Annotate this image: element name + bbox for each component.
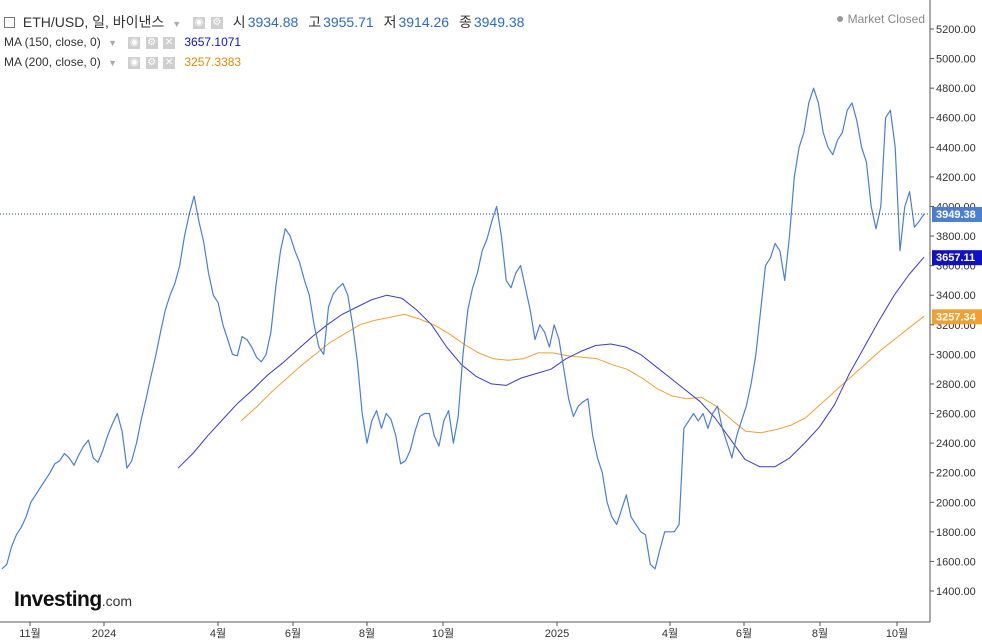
ma200-legend[interactable]: MA (200, close, 0) ▼ ◉ ⚙ ✕ 3257.3383 [4, 55, 241, 69]
y-tick-label: 1800.00 [936, 527, 976, 539]
y-tick-label: 5000.00 [936, 54, 976, 66]
close-price-tag: 3949.38 [932, 206, 982, 222]
ma150-label[interactable]: MA (150, close, 0) [4, 35, 101, 49]
ma200-label[interactable]: MA (200, close, 0) [4, 55, 101, 69]
y-tick-label: 5200.00 [936, 24, 976, 36]
chevron-down-icon[interactable]: ▼ [172, 19, 182, 29]
close-price-tag-text: 3949.38 [936, 209, 976, 221]
ma150-price-tag-text: 3657.11 [936, 252, 975, 264]
y-tick-label: 1400.00 [936, 586, 976, 598]
high-value: 3955.71 [323, 14, 374, 30]
ma150-price-tag: 3657.11 [932, 250, 982, 266]
low-value: 3914.26 [398, 14, 450, 30]
chevron-down-icon[interactable]: ▼ [108, 38, 117, 48]
price-line [1, 87, 925, 570]
y-tick-label: 3400.00 [936, 290, 976, 302]
ma200-price-tag-text: 3257.34 [936, 311, 977, 323]
collapse-icon[interactable] [4, 16, 15, 28]
x-tick-label: 6월 [285, 627, 301, 640]
y-tick-label: 2200.00 [936, 468, 976, 480]
x-tick-label: 4월 [210, 627, 226, 640]
ma150-price-tag-bg [932, 250, 982, 266]
x-tick-label: 8월 [359, 627, 375, 640]
low-label: 저 [383, 14, 397, 30]
status-dot-icon [836, 15, 843, 22]
ma150-legend[interactable]: MA (150, close, 0) ▼ ◉ ⚙ ✕ 3657.1071 [4, 35, 241, 49]
logo-text: Investing [14, 588, 102, 611]
series-layer [0, 87, 930, 570]
y-tick-label: 3000.00 [936, 349, 976, 361]
close-label: 종 [458, 14, 472, 30]
close-icon[interactable]: ✕ [163, 36, 176, 49]
x-tick-label: 2024 [92, 628, 116, 640]
market-status: Market Closed [836, 12, 925, 26]
open-value: 3934.88 [247, 14, 299, 30]
y-tick-label: 1600.00 [936, 556, 976, 568]
x-tick-label: 8월 [812, 627, 828, 640]
y-tick-label: 2000.00 [936, 497, 976, 509]
symbol-title[interactable]: ETH/USD, 일, 바이낸스 [22, 14, 165, 30]
visibility-icon[interactable]: ◉ [128, 36, 141, 49]
gear-icon[interactable]: ⚙ [210, 17, 223, 30]
ma200-line [240, 313, 925, 434]
y-tick-label: 4400.00 [936, 142, 976, 154]
close-value: 3949.38 [473, 14, 525, 30]
ma150-value: 3657.1071 [184, 35, 242, 49]
x-tick-label: 10월 [886, 627, 908, 640]
gear-icon[interactable]: ⚙ [145, 36, 158, 49]
price-tags: 3949.38 3657.11 3257.34 [932, 206, 982, 325]
ma150-line [177, 256, 925, 469]
investing-logo: Investing.com [14, 588, 132, 612]
x-tick-label: 11월 [19, 627, 41, 640]
y-tick-label: 2400.00 [936, 438, 976, 450]
y-tick-label: 4800.00 [936, 83, 976, 95]
visibility-icon[interactable]: ◉ [128, 56, 141, 69]
y-tick-label: 4200.00 [936, 172, 976, 184]
y-tick-label: 4600.00 [936, 113, 976, 125]
open-label: 시 [232, 14, 246, 30]
ma200-price-tag: 3257.34 [932, 309, 982, 325]
market-status-text: Market Closed [847, 12, 925, 26]
high-label: 고 [308, 14, 322, 30]
close-price-tag-bg [932, 206, 982, 222]
x-tick-label: 2025 [545, 628, 569, 640]
logo-suffix: .com [101, 593, 133, 609]
chevron-down-icon[interactable]: ▼ [108, 58, 117, 68]
visibility-icon[interactable]: ◉ [193, 17, 206, 30]
y-tick-label: 3800.00 [936, 231, 976, 243]
y-tick-label: 2600.00 [936, 409, 976, 421]
x-tick-label: 10월 [432, 627, 454, 640]
close-icon[interactable]: ✕ [163, 56, 176, 69]
x-tick-label: 4월 [662, 627, 678, 640]
ma200-value: 3257.3383 [184, 55, 242, 69]
x-tick-label: 6월 [736, 627, 752, 640]
symbol-legend[interactable]: ETH/USD, 일, 바이낸스 ▼ ◉ ⚙ 시 3934.88 고 3955.71… [4, 12, 524, 32]
ma200-price-tag-bg [932, 309, 982, 325]
gear-icon[interactable]: ⚙ [145, 56, 158, 69]
y-tick-label: 2800.00 [936, 379, 976, 391]
